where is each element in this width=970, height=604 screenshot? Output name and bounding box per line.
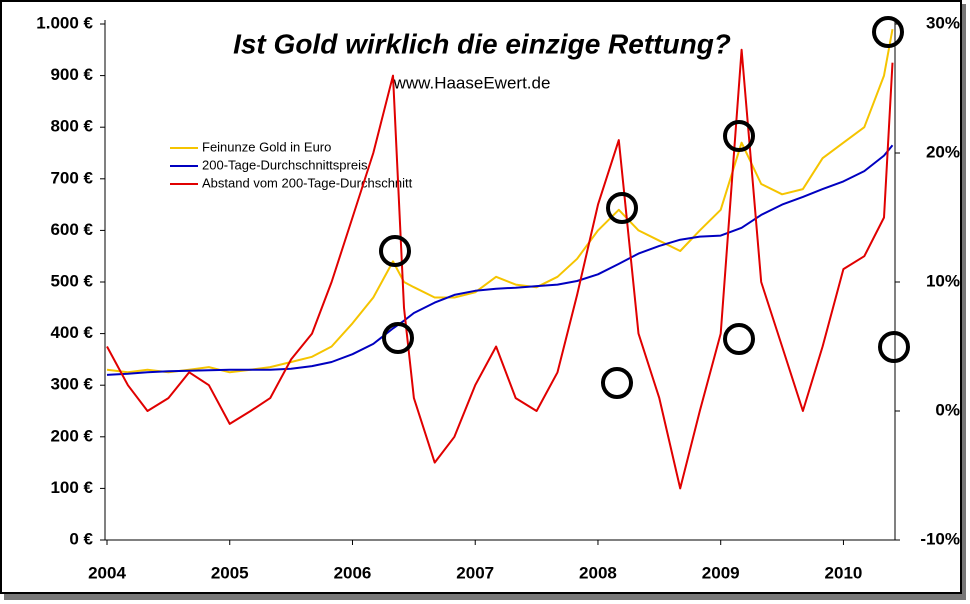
x-tick-label: 2006 bbox=[334, 563, 372, 582]
x-tick-label: 2008 bbox=[579, 563, 617, 582]
legend-label: 200-Tage-Durchschnittspreis bbox=[202, 157, 368, 172]
plot-area: 0 € 100 € 200 € 300 € 400 € 500 € 600 € 700 € 80… bbox=[36, 13, 960, 582]
series-line bbox=[106, 144, 894, 376]
y-tick-label: 1.000 € bbox=[36, 13, 93, 32]
y-tick-label: 700 € bbox=[50, 168, 93, 187]
x-tick-label: 2009 bbox=[702, 563, 740, 582]
highlight-circle bbox=[723, 120, 755, 152]
chart-title: Ist Gold wirklich die einzige Rettung? bbox=[233, 28, 731, 59]
highlight-circle bbox=[878, 331, 910, 363]
chart-subtitle: www.HaaseEwert.de bbox=[393, 73, 551, 92]
y2-tick-label: 10% bbox=[926, 271, 960, 290]
x-tick-label: 2007 bbox=[456, 563, 494, 582]
frame bbox=[0, 0, 962, 594]
legend: Feinunze Gold in Euro 200-Tage-Durchschni… bbox=[170, 139, 413, 190]
x-tick-label: 2005 bbox=[211, 563, 249, 582]
x-tick-label: 2010 bbox=[825, 563, 863, 582]
highlight-circle bbox=[379, 235, 411, 267]
highlight-circle bbox=[872, 16, 904, 48]
highlight-circle bbox=[601, 367, 633, 399]
y-tick-label: 600 € bbox=[50, 220, 93, 239]
y2-tick-label: 20% bbox=[926, 142, 960, 161]
y-tick-label: 500 € bbox=[50, 271, 93, 290]
x-tick-label: 2004 bbox=[88, 563, 126, 582]
legend-label: Feinunze Gold in Euro bbox=[202, 139, 331, 154]
highlight-circle bbox=[723, 323, 755, 355]
y-tick-label: 100 € bbox=[50, 478, 93, 497]
legend-label: Abstand vom 200-Tage-Durchschnitt bbox=[202, 175, 413, 190]
y-tick-label: 800 € bbox=[50, 117, 93, 136]
y2-tick-label: 0% bbox=[935, 400, 960, 419]
highlight-circle bbox=[606, 192, 638, 224]
annotations bbox=[379, 16, 910, 399]
y-tick-label: 400 € bbox=[50, 323, 93, 342]
y-tick-label: 900 € bbox=[50, 65, 93, 84]
y-tick-label: 200 € bbox=[50, 426, 93, 445]
y2-tick-label: -10% bbox=[920, 529, 960, 548]
y-tick-label: 0 € bbox=[69, 529, 93, 548]
highlight-circle bbox=[382, 322, 414, 354]
y-tick-label: 300 € bbox=[50, 375, 93, 394]
y2-tick-label: 30% bbox=[926, 13, 960, 32]
series-line bbox=[106, 48, 894, 490]
